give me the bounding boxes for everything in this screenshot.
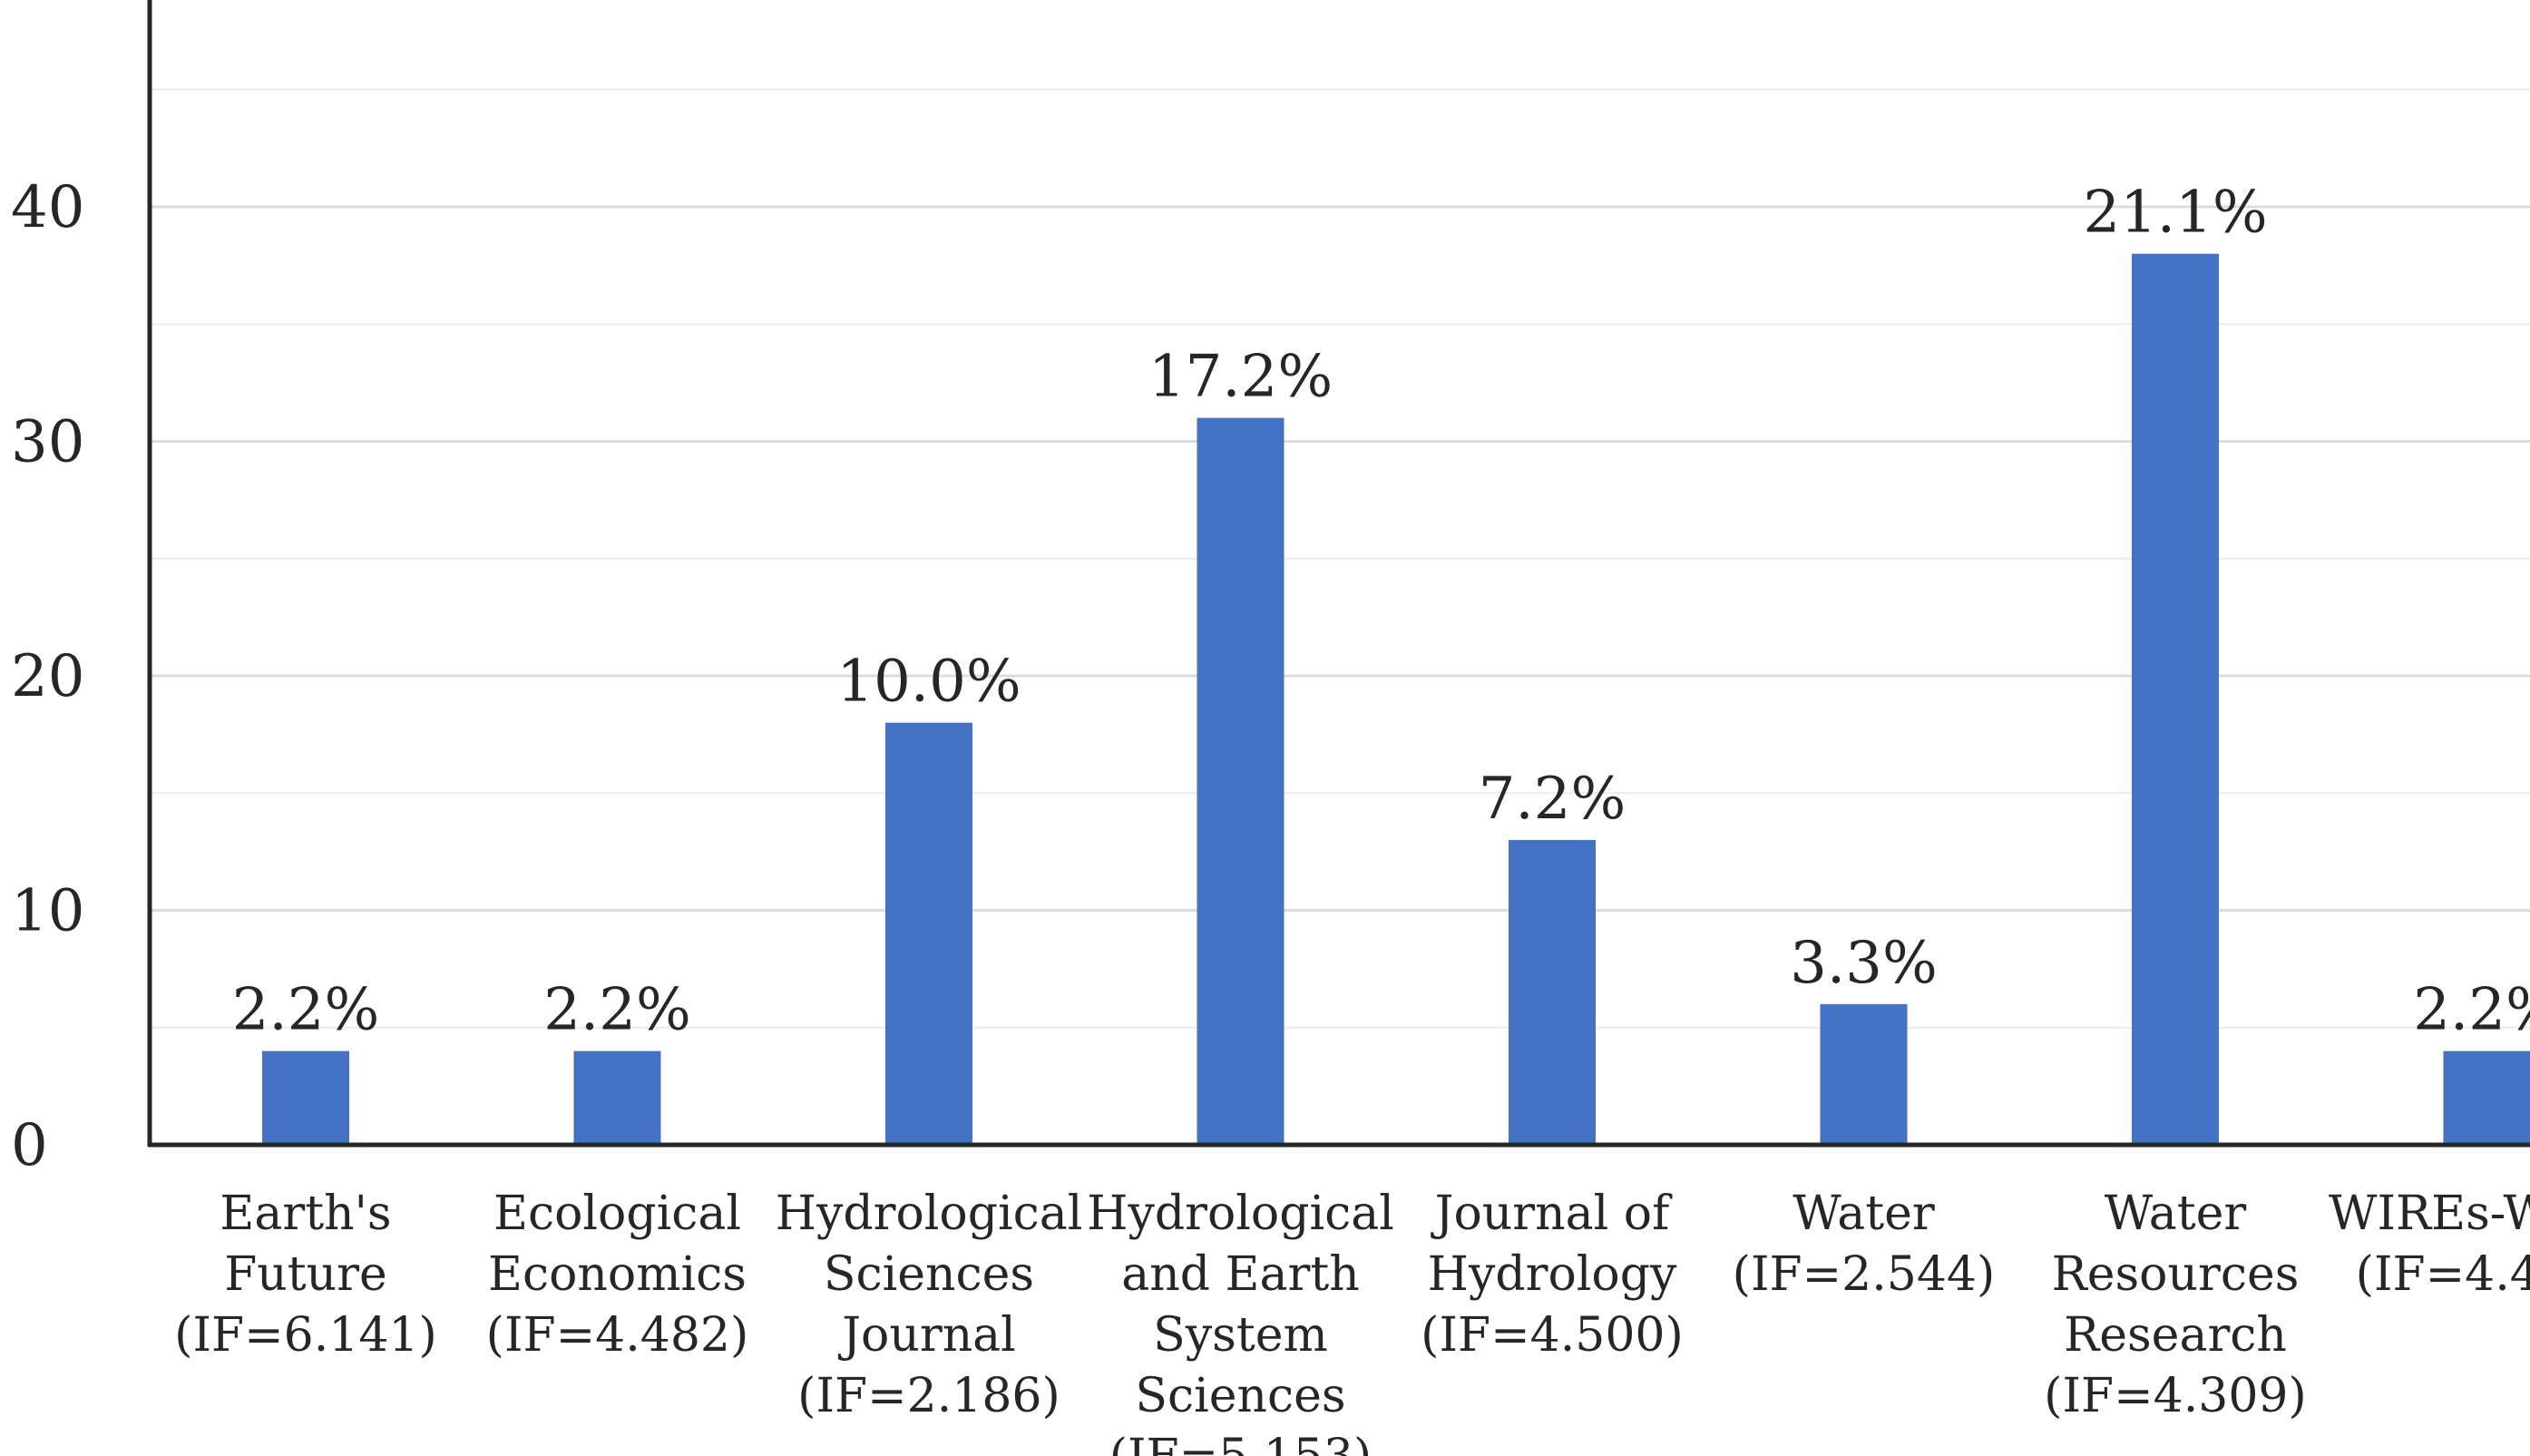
data-label: 2.2% bbox=[232, 977, 380, 1044]
category-label: Water Resources Research (IF=4.309) bbox=[2044, 1187, 2307, 1423]
bar bbox=[262, 1050, 349, 1145]
category-label-line: Hydrological bbox=[776, 1187, 1083, 1241]
category-label-line: Future bbox=[224, 1247, 387, 1302]
category-label: Earth's Future (IF=6.141) bbox=[174, 1187, 437, 1363]
category-label-line: Resources bbox=[2052, 1247, 2300, 1302]
category-label-line: Hydrology bbox=[1428, 1247, 1677, 1302]
data-label: 3.3% bbox=[1790, 930, 1938, 997]
y-tick-label: 30 bbox=[11, 409, 84, 476]
category-label: Hydrological and Earth System Sciences (IF=5… bbox=[1087, 1187, 1394, 1456]
data-label: 10.0% bbox=[836, 649, 1021, 716]
category-label-line: (IF=4.309) bbox=[2044, 1369, 2307, 1423]
category-label-line: System bbox=[1153, 1308, 1328, 1363]
bar bbox=[885, 722, 972, 1145]
category-label-line: (IF=4.482) bbox=[486, 1308, 749, 1363]
data-label: 21.1% bbox=[2083, 180, 2267, 247]
category-label: Ecological Economics (IF=4.482) bbox=[486, 1187, 749, 1363]
bar bbox=[2443, 1050, 2530, 1145]
category-label-line: (IF=6.141) bbox=[174, 1308, 437, 1363]
category-label-line: Water bbox=[1792, 1187, 1935, 1241]
category-label-line: (IF=2.186) bbox=[797, 1369, 1060, 1423]
category-label-line: Journal bbox=[837, 1308, 1016, 1363]
category-label-line: (IF=4.412) bbox=[2356, 1247, 2530, 1302]
category-label-line: (IF=4.500) bbox=[1421, 1308, 1684, 1363]
category-label: Journal of Hydrology (IF=4.500) bbox=[1421, 1187, 1684, 1363]
category-label-line: Hydrological bbox=[1087, 1187, 1394, 1241]
category-label-line: Sciences bbox=[1135, 1369, 1345, 1423]
category-label-line: Research bbox=[2064, 1308, 2287, 1363]
y-tick-label: 10 bbox=[11, 878, 84, 945]
category-label-line: Water bbox=[2105, 1187, 2247, 1241]
bar bbox=[2132, 253, 2219, 1145]
category-label: Hydrological Sciences Journal (IF=2.186) bbox=[776, 1187, 1083, 1423]
category-label-line: (IF=2.544) bbox=[1733, 1247, 1996, 1302]
bar bbox=[1509, 839, 1596, 1145]
data-label: 17.2% bbox=[1148, 344, 1333, 411]
bar bbox=[1820, 1003, 1908, 1145]
y-tick-label: 50 bbox=[11, 0, 84, 7]
category-label-line: and Earth bbox=[1121, 1247, 1360, 1302]
category-label-line: (IF=5.153) bbox=[1109, 1430, 1372, 1456]
y-tick-label: 40 bbox=[11, 174, 84, 241]
bar bbox=[573, 1050, 661, 1145]
y-tick-label: 0 bbox=[11, 1112, 48, 1179]
data-label: 2.2% bbox=[543, 977, 691, 1044]
category-label-line: Earth's bbox=[220, 1187, 391, 1241]
category-label-line: Journal of bbox=[1431, 1187, 1673, 1241]
category-label-line: Economics bbox=[488, 1247, 747, 1302]
y-tick-label: 20 bbox=[11, 643, 84, 710]
category-label-line: WIREs-Water bbox=[2329, 1187, 2530, 1241]
data-label: 2.2% bbox=[2413, 977, 2530, 1044]
category-label: WIREs-Water (IF=4.412) bbox=[2329, 1187, 2530, 1302]
data-label: 7.2% bbox=[1479, 766, 1626, 833]
bar bbox=[1197, 417, 1285, 1145]
category-label: Water (IF=2.544) bbox=[1733, 1187, 1996, 1302]
category-label-line: Ecological bbox=[493, 1187, 741, 1241]
category-label-line: Sciences bbox=[824, 1247, 1034, 1302]
